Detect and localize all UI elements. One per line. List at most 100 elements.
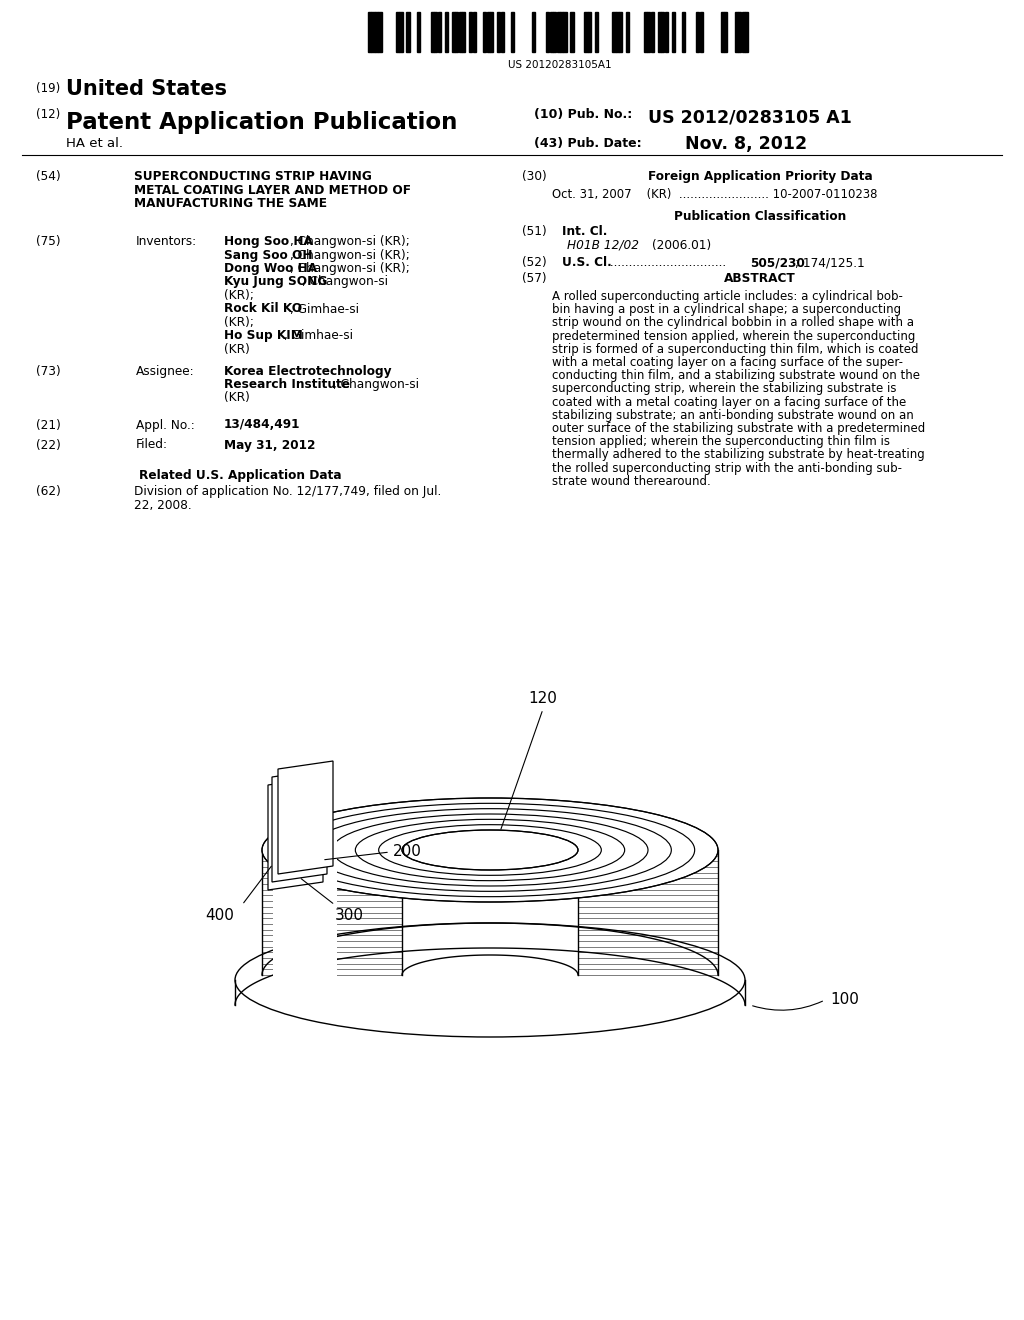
- Text: , Changwon-si (KR);: , Changwon-si (KR);: [290, 248, 410, 261]
- Bar: [734, 12, 737, 51]
- Text: Korea Electrotechnology: Korea Electrotechnology: [224, 364, 391, 378]
- Bar: [417, 12, 420, 51]
- Text: (19): (19): [36, 82, 60, 95]
- Text: 13/484,491: 13/484,491: [224, 418, 300, 432]
- Text: , Changwon-si (KR);: , Changwon-si (KR);: [290, 261, 410, 275]
- Text: strate wound therearound.: strate wound therearound.: [552, 475, 711, 488]
- Text: outer surface of the stabilizing substrate with a predetermined: outer surface of the stabilizing substra…: [552, 422, 926, 436]
- Bar: [662, 12, 665, 51]
- Text: coated with a metal coating layer on a facing surface of the: coated with a metal coating layer on a f…: [552, 396, 906, 409]
- Polygon shape: [273, 840, 337, 979]
- Text: 22, 2008.: 22, 2008.: [134, 499, 191, 512]
- Text: H01B 12/02: H01B 12/02: [567, 239, 639, 252]
- Bar: [379, 12, 382, 51]
- Text: 100: 100: [830, 993, 859, 1007]
- Text: Sang Soo OH: Sang Soo OH: [224, 248, 312, 261]
- Text: U.S. Cl.: U.S. Cl.: [562, 256, 611, 269]
- Bar: [483, 12, 486, 51]
- Text: (12): (12): [36, 108, 60, 121]
- Text: Related U.S. Application Data: Related U.S. Application Data: [138, 469, 341, 482]
- Text: Filed:: Filed:: [136, 438, 168, 451]
- Bar: [627, 12, 630, 51]
- Text: (22): (22): [36, 438, 60, 451]
- Bar: [501, 12, 504, 51]
- Text: US 2012/0283105 A1: US 2012/0283105 A1: [648, 108, 852, 125]
- Text: Nov. 8, 2012: Nov. 8, 2012: [685, 135, 807, 153]
- Text: (43) Pub. Date:: (43) Pub. Date:: [534, 137, 642, 150]
- Text: Dong Woo HA: Dong Woo HA: [224, 261, 317, 275]
- Text: (21): (21): [36, 418, 60, 432]
- Text: (73): (73): [36, 364, 60, 378]
- Bar: [546, 12, 549, 51]
- Text: (KR);: (KR);: [224, 315, 258, 329]
- Bar: [620, 12, 623, 51]
- Text: Rock Kil KO: Rock Kil KO: [224, 302, 302, 315]
- Bar: [550, 12, 553, 51]
- Text: Inventors:: Inventors:: [136, 235, 198, 248]
- Bar: [738, 12, 741, 51]
- Text: conducting thin film, and a stabilizing substrate wound on the: conducting thin film, and a stabilizing …: [552, 370, 920, 383]
- Bar: [456, 12, 459, 51]
- Text: 300: 300: [335, 908, 364, 923]
- Bar: [556, 12, 560, 51]
- Bar: [553, 12, 556, 51]
- Text: , Changwon-si (KR);: , Changwon-si (KR);: [290, 235, 410, 248]
- Text: Research Institute: Research Institute: [224, 378, 350, 391]
- Bar: [665, 12, 668, 51]
- Bar: [588, 12, 591, 51]
- Bar: [396, 12, 399, 51]
- Text: (2006.01): (2006.01): [652, 239, 712, 252]
- Text: predetermined tension applied, wherein the superconducting: predetermined tension applied, wherein t…: [552, 330, 915, 343]
- Text: , Changwon-si: , Changwon-si: [333, 378, 419, 391]
- Text: Foreign Application Priority Data: Foreign Application Priority Data: [647, 170, 872, 183]
- Text: thermally adhered to the stabilizing substrate by heat-treating: thermally adhered to the stabilizing sub…: [552, 449, 925, 462]
- Text: Int. Cl.: Int. Cl.: [562, 224, 607, 238]
- Bar: [532, 12, 536, 51]
- Text: (75): (75): [36, 235, 60, 248]
- Bar: [644, 12, 647, 51]
- Text: (57): (57): [522, 272, 547, 285]
- Text: (KR): (KR): [224, 343, 250, 356]
- Text: Publication Classification: Publication Classification: [674, 210, 846, 223]
- Text: tension applied; wherein the superconducting thin film is: tension applied; wherein the superconduc…: [552, 436, 890, 449]
- Bar: [724, 12, 727, 51]
- Text: (54): (54): [36, 170, 60, 183]
- Text: 505/230: 505/230: [750, 256, 805, 269]
- Bar: [498, 12, 501, 51]
- Bar: [511, 12, 514, 51]
- Text: US 20120283105A1: US 20120283105A1: [508, 59, 611, 70]
- Bar: [459, 12, 462, 51]
- Bar: [375, 12, 378, 51]
- Text: Kyu Jung SONG: Kyu Jung SONG: [224, 276, 328, 289]
- Text: ; 174/125.1: ; 174/125.1: [795, 256, 864, 269]
- Text: (10) Pub. No.:: (10) Pub. No.:: [534, 108, 632, 121]
- Polygon shape: [278, 762, 333, 874]
- Text: (51): (51): [522, 224, 547, 238]
- Bar: [469, 12, 472, 51]
- Text: strip wound on the cylindrical bobbin in a rolled shape with a: strip wound on the cylindrical bobbin in…: [552, 317, 914, 330]
- Bar: [452, 12, 455, 51]
- Bar: [462, 12, 465, 51]
- Bar: [486, 12, 489, 51]
- Text: METAL COATING LAYER AND METHOD OF: METAL COATING LAYER AND METHOD OF: [134, 183, 411, 197]
- Text: , Changwon-si: , Changwon-si: [302, 276, 388, 289]
- Text: Appl. No.:: Appl. No.:: [136, 418, 195, 432]
- Bar: [672, 12, 675, 51]
- Text: United States: United States: [66, 79, 227, 99]
- Bar: [431, 12, 434, 51]
- Bar: [612, 12, 615, 51]
- Bar: [721, 12, 724, 51]
- Ellipse shape: [262, 799, 718, 902]
- Bar: [570, 12, 573, 51]
- Text: strip is formed of a superconducting thin film, which is coated: strip is formed of a superconducting thi…: [552, 343, 919, 356]
- Bar: [699, 12, 702, 51]
- Bar: [696, 12, 699, 51]
- Text: 400: 400: [205, 908, 233, 923]
- Text: SUPERCONDUCTING STRIP HAVING: SUPERCONDUCTING STRIP HAVING: [134, 170, 372, 183]
- Text: Ho Sup KIM: Ho Sup KIM: [224, 330, 303, 342]
- Text: 200: 200: [393, 845, 422, 859]
- Text: stabilizing substrate; an anti-bonding substrate wound on an: stabilizing substrate; an anti-bonding s…: [552, 409, 913, 422]
- Bar: [368, 12, 371, 51]
- Bar: [647, 12, 650, 51]
- Ellipse shape: [402, 830, 578, 870]
